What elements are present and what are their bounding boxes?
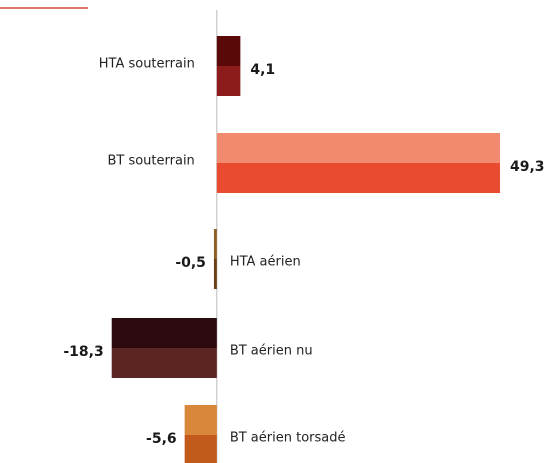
value-label: 49,3 [510, 159, 545, 175]
bar-segment [213, 259, 217, 289]
bar-segment [216, 133, 500, 163]
category-label: HTA souterrain [99, 57, 195, 72]
value-label: -18,3 [63, 344, 103, 360]
bar-segment [184, 435, 217, 463]
bar-segment [111, 318, 217, 348]
bar [216, 36, 241, 96]
category-label: BT souterrain [107, 154, 194, 169]
bar-segment [216, 36, 241, 66]
value-label: 4,1 [250, 62, 275, 78]
category-label: BT aérien torsadé [230, 431, 346, 446]
bar-segment [111, 348, 217, 378]
bar-segment [184, 405, 217, 435]
value-label: -5,6 [146, 431, 177, 447]
bar [184, 405, 217, 463]
bar-segment [216, 163, 500, 193]
bar [111, 318, 217, 378]
bar [216, 133, 500, 193]
category-label: BT aérien nu [230, 344, 313, 359]
bar-segment [213, 229, 217, 259]
value-label: -0,5 [175, 255, 206, 271]
category-label: HTA aérien [230, 255, 301, 270]
bar-segment [216, 66, 241, 96]
bar [213, 229, 217, 289]
